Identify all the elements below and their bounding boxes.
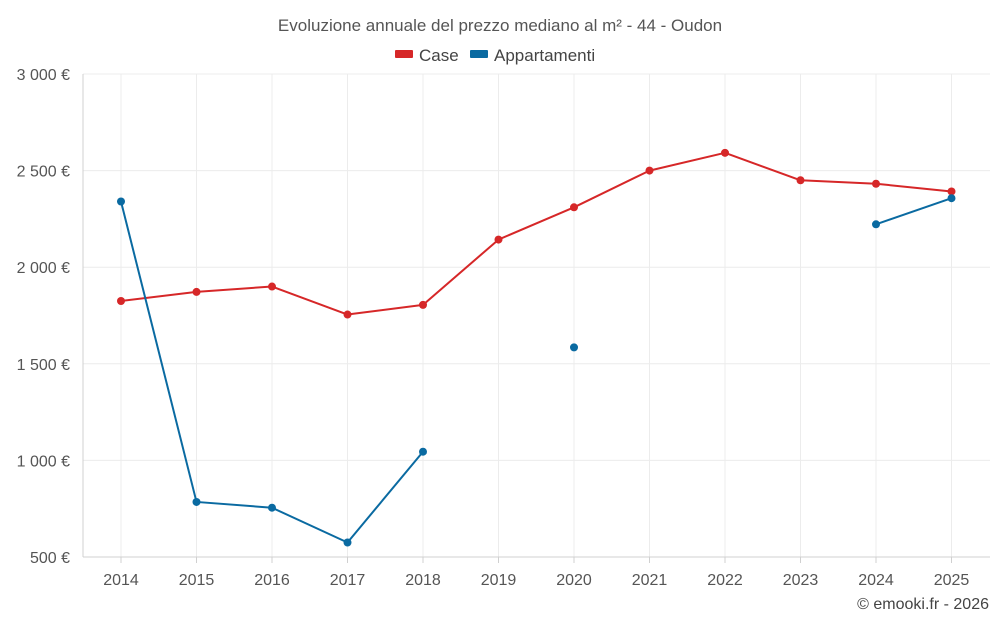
x-tick-label: 2020 [556, 572, 592, 589]
data-point-case-2014[interactable] [117, 297, 125, 306]
data-point-appartamenti-2014[interactable] [117, 197, 125, 206]
data-point-appartamenti-2020[interactable] [570, 343, 578, 352]
x-tick-label: 2017 [330, 572, 366, 589]
y-axis: 500 € 1 000 € 1 500 € 2 000 € 2 500 € 3 000 € [17, 67, 84, 567]
x-tick-label: 2015 [179, 572, 215, 589]
legend-swatch-appartamenti [470, 50, 488, 58]
y-tick-label: 1 500 € [17, 357, 70, 374]
data-point-appartamenti-2018[interactable] [419, 447, 427, 456]
data-point-case-2022[interactable] [721, 148, 729, 157]
credit-text: © emooki.fr - 2026 [857, 596, 989, 613]
data-point-appartamenti-2016[interactable] [268, 503, 276, 512]
data-point-case-2023[interactable] [796, 176, 805, 185]
x-tick-label: 2018 [405, 572, 441, 589]
data-point-case-2024[interactable] [872, 179, 880, 188]
data-point-appartamenti-2025[interactable] [947, 194, 956, 203]
y-tick-label: 2 000 € [17, 260, 70, 277]
x-tick-label: 2014 [103, 572, 139, 589]
x-tick-label: 2025 [934, 572, 970, 589]
data-point-case-2017[interactable] [343, 310, 352, 319]
data-point-appartamenti-2017[interactable] [343, 538, 352, 547]
data-point-case-2019[interactable] [494, 235, 503, 244]
legend-item-case[interactable]: Case [395, 46, 459, 65]
x-tick-label: 2022 [707, 572, 743, 589]
x-axis: 2014 2015 2016 2017 2018 2019 2020 2021 2022 2023… [83, 556, 990, 589]
legend-label-case: Case [419, 46, 459, 65]
data-point-appartamenti-2015[interactable] [192, 497, 201, 506]
series-appartamenti [117, 194, 956, 547]
y-tick-label: 2 500 € [17, 164, 70, 181]
x-tick-label: 2023 [783, 572, 819, 589]
series [117, 148, 956, 547]
data-point-case-2020[interactable] [570, 203, 578, 212]
x-tick-label: 2016 [254, 572, 290, 589]
series-line-appartamenti [875, 197, 952, 226]
x-tick-label: 2024 [858, 572, 894, 589]
data-point-appartamenti-2024[interactable] [872, 220, 880, 229]
legend-item-appartamenti[interactable]: Appartamenti [470, 46, 595, 65]
y-tick-label: 1 000 € [17, 453, 70, 470]
x-tick-label: 2021 [632, 572, 668, 589]
data-point-case-2021[interactable] [645, 166, 654, 175]
gridlines [83, 73, 990, 558]
legend-swatch-case [395, 50, 413, 58]
data-point-case-2018[interactable] [419, 300, 427, 309]
series-case [117, 148, 956, 319]
y-tick-label: 500 € [30, 550, 70, 567]
legend: Case Appartamenti [395, 46, 595, 65]
chart-title: Evoluzione annuale del prezzo mediano al… [278, 16, 722, 35]
x-tick-label: 2019 [481, 572, 517, 589]
data-point-case-2015[interactable] [192, 287, 201, 296]
data-point-case-2025[interactable] [947, 187, 956, 196]
legend-label-appartamenti: Appartamenti [494, 46, 595, 65]
y-tick-label: 3 000 € [17, 67, 70, 84]
data-point-case-2016[interactable] [268, 282, 276, 291]
series-line-case [120, 151, 952, 316]
